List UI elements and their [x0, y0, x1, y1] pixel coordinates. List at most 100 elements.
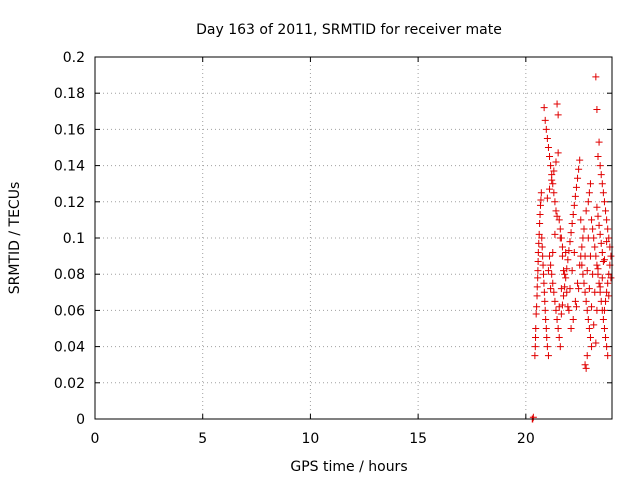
y-tick-label: 0.16	[54, 122, 85, 138]
data-point	[570, 248, 578, 256]
data-point	[537, 196, 545, 204]
grid-lines	[95, 57, 612, 419]
data-point	[570, 201, 578, 209]
data-point	[551, 230, 559, 238]
data-point	[560, 267, 568, 275]
y-tick-label: 0.06	[54, 303, 85, 319]
data-point	[579, 270, 587, 278]
data-point	[594, 265, 602, 273]
data-point	[603, 216, 611, 224]
data-point	[572, 303, 580, 311]
data-point	[564, 256, 572, 264]
data-point	[556, 225, 564, 233]
data-point	[547, 285, 555, 293]
data-point	[575, 285, 583, 293]
data-point	[532, 325, 540, 332]
data-point	[535, 230, 543, 238]
data-point	[552, 158, 560, 166]
data-point	[582, 297, 590, 305]
x-axis-tick-labels: 0 5 10 15 20	[91, 431, 535, 447]
data-point	[532, 310, 540, 318]
data-point	[582, 364, 590, 372]
data-point	[544, 267, 552, 275]
x-axis-label: GPS time / hours	[290, 459, 407, 475]
x-tick-label: 15	[409, 431, 427, 447]
data-point	[549, 248, 557, 256]
data-point	[562, 274, 570, 282]
data-point	[546, 185, 554, 193]
data-point	[579, 234, 587, 242]
data-point	[540, 104, 548, 112]
data-point	[571, 192, 579, 200]
data-point	[600, 306, 608, 314]
data-point	[571, 297, 579, 305]
data-point	[594, 212, 602, 220]
data-point	[560, 292, 568, 300]
data-point	[536, 220, 544, 228]
data-point	[546, 153, 554, 161]
data-point	[549, 180, 557, 188]
data-point	[554, 149, 562, 157]
data-point	[583, 306, 591, 314]
data-point	[583, 267, 591, 275]
data-point	[598, 180, 606, 188]
data-point	[593, 203, 601, 211]
data-point	[541, 306, 549, 314]
data-point	[575, 165, 583, 173]
data-point	[536, 210, 544, 218]
data-point	[596, 230, 604, 238]
data-point	[557, 285, 565, 293]
data-point	[533, 303, 541, 311]
data-points	[528, 73, 615, 423]
data-point	[569, 210, 577, 218]
data-point	[588, 343, 596, 351]
data-point	[567, 325, 575, 332]
data-point	[532, 334, 540, 342]
data-point	[566, 285, 574, 293]
data-point	[544, 352, 552, 360]
data-point	[567, 229, 575, 237]
data-point	[551, 198, 559, 206]
data-point	[539, 252, 547, 260]
y-tick-label: 0.1	[63, 231, 85, 247]
x-tick-label: 5	[198, 431, 207, 447]
data-point	[558, 243, 566, 251]
data-point	[593, 306, 601, 314]
data-point	[535, 239, 543, 247]
data-point	[538, 234, 546, 242]
data-point	[603, 238, 611, 246]
data-point	[557, 310, 565, 318]
data-point	[540, 288, 548, 296]
data-point	[589, 225, 597, 233]
y-axis-tick-labels: 0 0.02 0.04 0.06 0.08 0.1 0.12 0.14 0.16 0.18 0.2	[54, 50, 85, 428]
data-point	[588, 216, 596, 224]
data-point	[600, 256, 608, 264]
data-point	[599, 189, 607, 197]
data-point	[552, 306, 560, 314]
data-point	[593, 261, 601, 269]
data-point	[542, 315, 550, 323]
data-point	[585, 325, 593, 332]
data-point	[553, 315, 561, 323]
data-point	[578, 243, 586, 251]
data-point	[597, 171, 605, 179]
data-point	[544, 144, 552, 151]
data-point	[596, 283, 604, 291]
data-point	[568, 220, 576, 228]
data-point	[586, 180, 594, 188]
data-point	[562, 248, 570, 256]
data-point	[551, 297, 559, 305]
data-point	[534, 267, 542, 275]
data-point	[563, 265, 571, 273]
data-point	[580, 225, 588, 233]
data-point	[555, 334, 563, 342]
data-point	[598, 248, 606, 256]
data-point	[599, 315, 607, 323]
data-point	[595, 138, 603, 146]
data-point	[541, 116, 549, 124]
data-point	[546, 252, 554, 260]
data-point	[582, 207, 590, 215]
data-point	[574, 279, 582, 287]
data-point	[600, 325, 608, 332]
y-tick-label: 0.18	[54, 86, 85, 102]
